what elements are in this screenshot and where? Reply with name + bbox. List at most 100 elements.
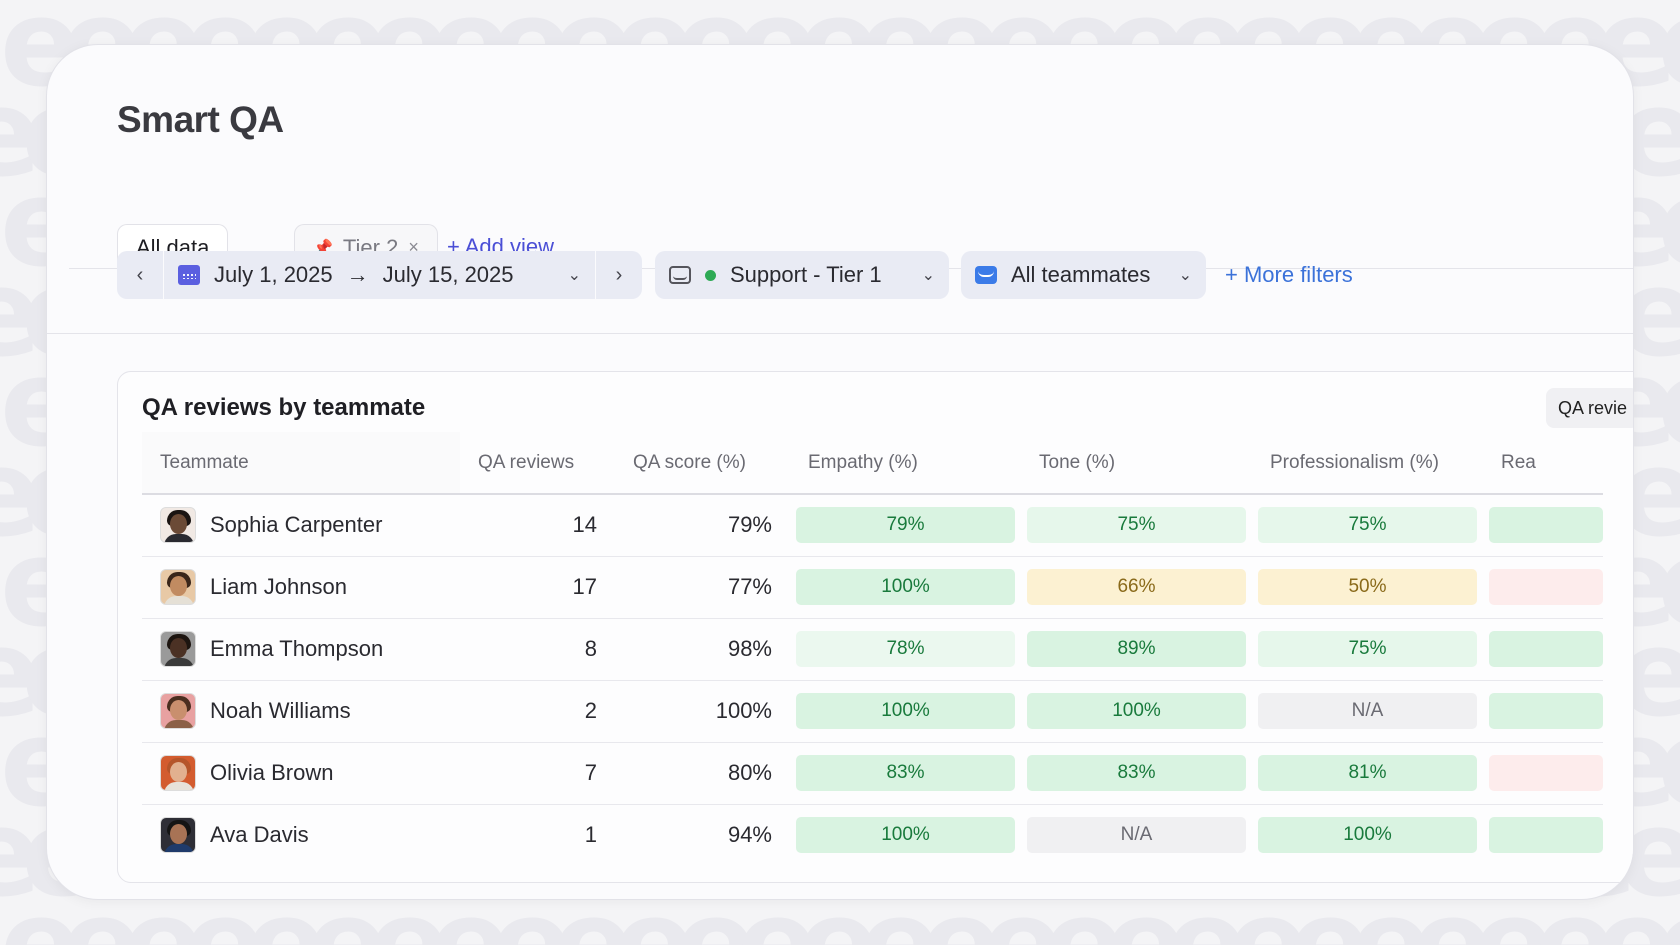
qa-reviews-value: 1: [584, 822, 597, 848]
prev-period-button[interactable]: ‹: [136, 263, 144, 286]
page-title: Smart QA: [117, 99, 284, 140]
teammate-name[interactable]: Ava Davis: [210, 822, 309, 848]
teammate-name-wrapper: Sophia Carpenter: [142, 507, 460, 544]
avatar: [160, 755, 196, 791]
teammate-cell: Liam Johnson: [142, 556, 460, 619]
teammate-name[interactable]: Olivia Brown: [210, 760, 334, 785]
inbox-filter[interactable]: Support - Tier 1 ⌄: [655, 251, 949, 299]
column-header[interactable]: QA reviews: [460, 432, 615, 495]
filter-bar: ‹ July 1, 2025 → July 15, 2025 ⌄ › Suppo…: [117, 251, 1617, 299]
chevron-down-icon: ⌄: [1178, 267, 1192, 284]
table-row[interactable]: Liam Johnson 17 77% 100% 66% 50%: [142, 556, 1603, 619]
readability-value: [1489, 817, 1603, 854]
column-header[interactable]: Empathy (%): [790, 432, 1021, 495]
tone-value: 100%: [1027, 693, 1246, 729]
column-header[interactable]: Rea: [1483, 432, 1603, 495]
avatar: [160, 631, 196, 667]
professionalism-cell: 50%: [1252, 556, 1483, 619]
tone-value: 66%: [1027, 569, 1246, 605]
teammate-name[interactable]: Noah Williams: [210, 698, 351, 723]
table-row[interactable]: Sophia Carpenter 14 79% 79% 75% 75%: [142, 494, 1603, 557]
avatar-face: [170, 576, 187, 596]
teammate-name-wrapper: Emma Thompson: [142, 631, 460, 667]
qa-reviews-chip[interactable]: QA revie: [1546, 388, 1633, 428]
qa-reviews-value: 7: [460, 742, 615, 805]
professionalism-cell: 75%: [1252, 494, 1483, 557]
date-range-picker[interactable]: July 1, 2025 → July 15, 2025 ⌄: [163, 251, 596, 299]
empathy-value: 100%: [796, 693, 1015, 729]
table-header-row: Teammate QA reviews QA score (%) Empathy…: [142, 432, 1603, 495]
teammate-name-wrapper: Ava Davis: [142, 817, 460, 854]
teammate-name[interactable]: Emma Thompson: [210, 636, 384, 661]
tone-cell: 89%: [1021, 618, 1252, 681]
date-end: July 15, 2025: [382, 262, 514, 287]
teammate-name[interactable]: Sophia Carpenter: [210, 512, 383, 538]
column-header[interactable]: Tone (%): [1021, 432, 1252, 495]
readability-cell: [1483, 804, 1603, 866]
avatar: [160, 693, 196, 729]
empathy-cell: 100%: [790, 556, 1021, 619]
app-window: Smart QA All data 📌 Tier 2 × + Add view …: [46, 44, 1634, 900]
qa-reviews-value: 14: [460, 494, 615, 557]
teammate-name-wrapper: Olivia Brown: [142, 755, 460, 791]
empathy-value: 100%: [796, 817, 1015, 854]
qa-reviews-value: 17: [460, 556, 615, 619]
date-range-filter: ‹ July 1, 2025 → July 15, 2025 ⌄ ›: [117, 251, 642, 299]
more-filters-button[interactable]: + More filters: [1225, 262, 1353, 287]
avatar-body: [164, 844, 194, 853]
empathy-cell: 83%: [790, 742, 1021, 805]
column-header[interactable]: Professionalism (%): [1252, 432, 1483, 495]
tone-value: N/A: [1027, 817, 1246, 854]
readability-cell: [1483, 742, 1603, 805]
tone-cell: 100%: [1021, 680, 1252, 743]
avatar-face: [170, 762, 187, 782]
empathy-cell: 79%: [790, 494, 1021, 557]
empathy-cell: 100%: [790, 804, 1021, 866]
professionalism-value: 100%: [1258, 817, 1477, 854]
empathy-value: 79%: [796, 507, 1015, 544]
next-period-button[interactable]: ›: [615, 263, 623, 286]
qa-reviews-value: 8: [460, 618, 615, 681]
qa-reviews-value: 2: [460, 680, 615, 743]
tone-cell: N/A: [1021, 804, 1252, 866]
empathy-value: 83%: [796, 755, 1015, 791]
avatar-body: [164, 658, 194, 666]
qa-score-value: 77%: [615, 556, 790, 619]
avatar-face: [170, 824, 187, 845]
teammate-cell: Ava Davis: [142, 804, 460, 866]
teammates-label: All teammates: [1011, 262, 1151, 287]
qa-score-value: 98%: [615, 618, 790, 681]
empathy-cell: 100%: [790, 680, 1021, 743]
calendar-icon: [178, 265, 200, 285]
teammate-cell: Sophia Carpenter: [142, 494, 460, 557]
professionalism-value: N/A: [1258, 693, 1477, 729]
avatar-face: [170, 514, 187, 535]
qa-score-value: 80%: [615, 742, 790, 805]
teammates-filter[interactable]: All teammates ⌄: [961, 251, 1206, 299]
avatar: [160, 507, 196, 544]
tone-value: 75%: [1027, 507, 1246, 544]
tone-value: 89%: [1027, 631, 1246, 667]
professionalism-cell: N/A: [1252, 680, 1483, 743]
readability-value: [1489, 693, 1603, 729]
close-icon[interactable]: ×: [408, 237, 419, 257]
readability-cell: [1483, 494, 1603, 557]
table-row[interactable]: Olivia Brown 7 80% 83% 83% 81%: [142, 742, 1603, 805]
tone-cell: 83%: [1021, 742, 1252, 805]
teammate-cell: Noah Williams: [142, 680, 460, 743]
table-row[interactable]: Noah Williams 2 100% 100% 100% N/A: [142, 680, 1603, 743]
avatar: [160, 569, 196, 605]
avatar-body: [164, 782, 194, 790]
column-header[interactable]: QA score (%): [615, 432, 790, 495]
readability-cell: [1483, 680, 1603, 743]
avatar-body: [164, 720, 194, 728]
teammate-name-wrapper: Liam Johnson: [142, 569, 460, 605]
date-start: July 1, 2025: [214, 262, 333, 287]
professionalism-value: 50%: [1258, 569, 1477, 605]
table-row[interactable]: Emma Thompson 8 98% 78% 89% 75%: [142, 618, 1603, 681]
avatar-face: [170, 700, 187, 720]
table-row[interactable]: Ava Davis 1 94% 100% N/A 100%: [142, 804, 1603, 866]
teammate-name[interactable]: Liam Johnson: [210, 574, 347, 599]
column-header[interactable]: Teammate: [142, 432, 460, 495]
qa-reviews-panel: QA reviews by teammate QA revie Teammate…: [117, 371, 1633, 883]
